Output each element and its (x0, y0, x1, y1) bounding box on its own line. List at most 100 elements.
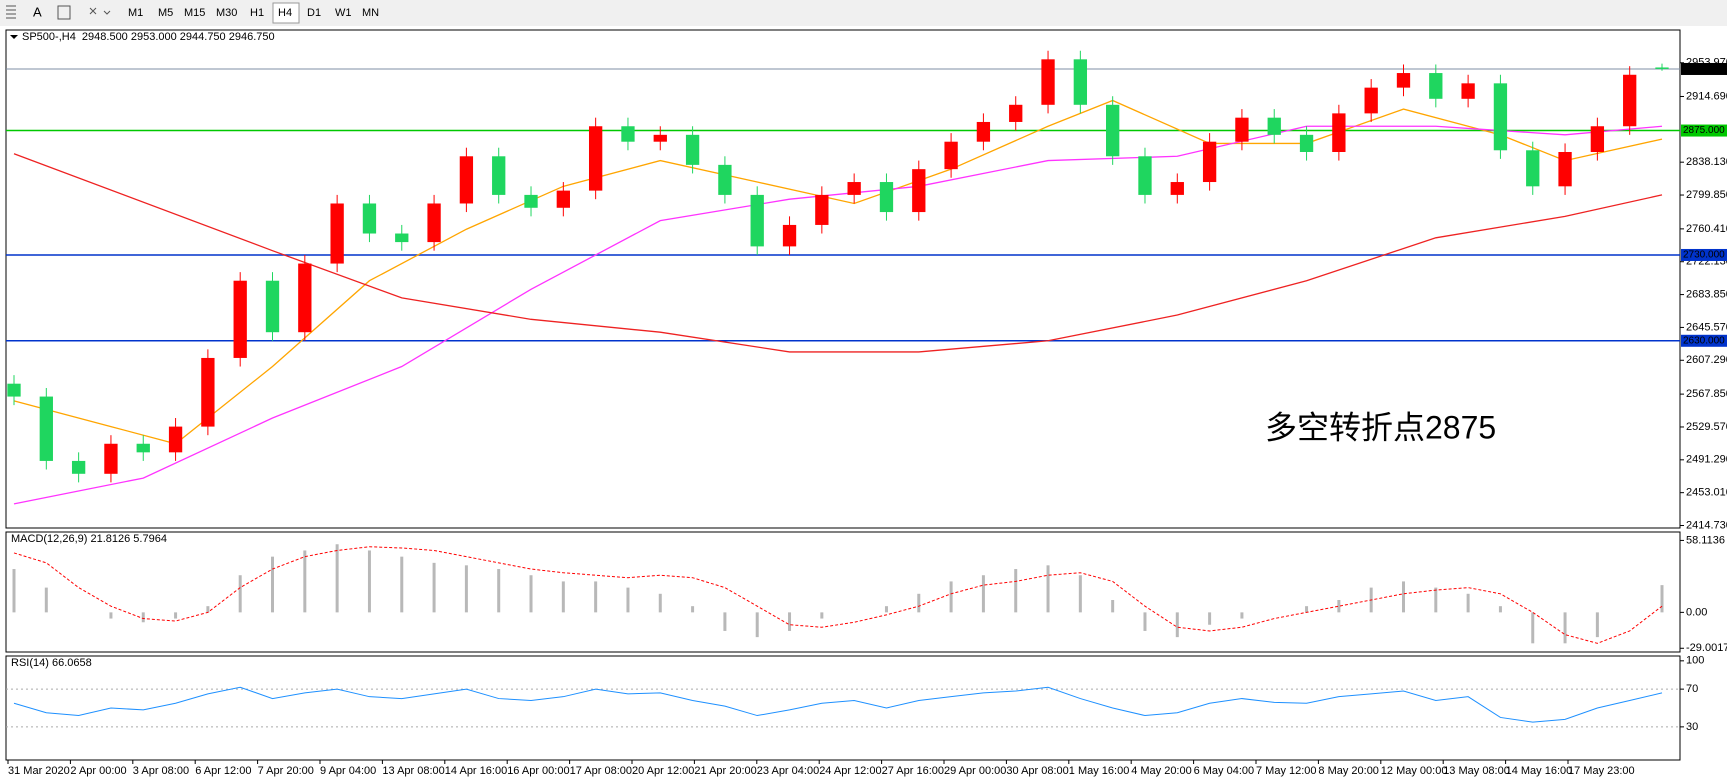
candle-body (298, 263, 312, 333)
candle-body (362, 203, 377, 234)
x-tick-label: 12 May 00:00 (1381, 765, 1448, 777)
candle-body (588, 126, 603, 191)
candle-body (718, 164, 732, 195)
candle-body (815, 194, 829, 225)
timeframe-button[interactable]: M5 (158, 7, 173, 19)
candle-body (71, 460, 86, 474)
x-tick-label: 6 Apr 12:00 (195, 765, 251, 777)
candle-body (1332, 113, 1346, 152)
timeframe-button[interactable]: MN (362, 7, 379, 19)
x-tick-label: 14 May 16:00 (1506, 765, 1573, 777)
main-panel (5, 29, 1681, 529)
candle-body (524, 194, 538, 208)
candle-body (1364, 87, 1378, 114)
candle-body (168, 426, 183, 453)
x-tick-label: 30 Apr 08:00 (1006, 765, 1068, 777)
icon-text: A (33, 4, 42, 19)
timeframe-button[interactable]: W1 (335, 7, 352, 19)
y-tick-label: 30 (1686, 721, 1698, 733)
macd-title: MACD(12,26,9) 21.8126 5.7964 (11, 533, 167, 545)
macd-signal (13, 546, 1663, 644)
candle-body (556, 190, 570, 208)
candle-body (1138, 156, 1152, 195)
y-tick-label: 2607.290 (1686, 354, 1727, 366)
candle-body (1299, 134, 1314, 152)
x-tick-label: 6 May 04:00 (1194, 765, 1255, 777)
candle-body (492, 156, 506, 195)
y-tick-label: 2799.850 (1686, 189, 1727, 201)
candle-body (1493, 83, 1508, 151)
x-tick-label: 2 Apr 00:00 (70, 765, 126, 777)
x-tick-label: 21 Apr 20:00 (694, 765, 756, 777)
y-tick-label: 58.1136 (1686, 534, 1725, 546)
x-tick-label: 20 Apr 12:00 (632, 765, 694, 777)
candle-body (1429, 73, 1443, 99)
x-tick-label: 14 Apr 16:00 (445, 765, 507, 777)
candle-body (1623, 74, 1637, 127)
x-tick-label: 31 Mar 2020 (8, 765, 70, 777)
candle-body (879, 182, 894, 213)
y-tick-label: 2683.850 (1686, 288, 1727, 300)
chart-title: SP500-,H4 2948.500 2953.000 2944.750 294… (22, 31, 275, 43)
timeframe-button[interactable]: M1 (128, 7, 143, 19)
timeframe-button[interactable]: M30 (216, 7, 237, 19)
level-label-box (1681, 248, 1727, 261)
timeframe-button[interactable]: D1 (307, 7, 321, 19)
candle-body (1655, 67, 1669, 69)
icon-label (57, 5, 71, 20)
x-tick-label: 17 May 23:00 (1568, 765, 1635, 777)
level-label-box (1681, 334, 1727, 347)
candle-body (912, 169, 926, 213)
candle-body (653, 134, 667, 142)
candle-body (685, 134, 700, 165)
level-label-box (1681, 124, 1727, 137)
x-tick-label: 4 May 20:00 (1131, 765, 1192, 777)
candle-body (976, 121, 991, 142)
candle-body (265, 280, 280, 333)
timeframe-button[interactable]: H1 (250, 7, 264, 19)
y-tick-label: 2567.850 (1686, 388, 1727, 400)
candle-body (750, 194, 764, 247)
candle-body (1526, 150, 1540, 187)
candle-body (1202, 141, 1217, 183)
x-tick-label: 16 Apr 00:00 (507, 765, 569, 777)
moving-average (13, 153, 1663, 353)
candle-body (1009, 104, 1023, 122)
candle-body (1590, 126, 1605, 152)
candle-body (1235, 117, 1249, 142)
rsi-title: RSI(14) 66.0658 (11, 657, 92, 669)
candle-body (1396, 73, 1411, 88)
candle-body (201, 357, 215, 427)
x-tick-label: 23 Apr 04:00 (757, 765, 819, 777)
candle-body (39, 396, 53, 461)
rsi-panel (5, 655, 1681, 761)
x-tick-label: 7 Apr 20:00 (258, 765, 314, 777)
timeframe-button[interactable]: M15 (184, 7, 205, 19)
level-label-box (1681, 62, 1727, 75)
candle-body (395, 233, 409, 243)
y-tick-label: 2529.570 (1686, 421, 1727, 433)
y-tick-label: 100 (1686, 655, 1704, 667)
macd-panel (5, 531, 1681, 653)
level-label: 2946.750 (1683, 64, 1725, 75)
timeframe-button[interactable]: H4 (278, 7, 292, 19)
candle-body (1073, 59, 1088, 105)
x-tick-label: 13 Apr 08:00 (382, 765, 444, 777)
rsi-line (13, 686, 1663, 723)
candle-body (847, 182, 861, 195)
candle-body (330, 203, 344, 264)
candle-body (136, 443, 150, 453)
annotation: 多空转折点2875 (1265, 409, 1496, 445)
candle-body (233, 280, 247, 358)
candle-body (1267, 117, 1281, 135)
y-tick-label: -29.0017 (1686, 642, 1727, 654)
y-tick-label: 0.00 (1686, 606, 1707, 618)
x-tick-label: 24 Apr 12:00 (819, 765, 881, 777)
level-label: 2630.000 (1683, 335, 1725, 346)
candle-body (1106, 104, 1120, 157)
x-tick-label: 29 Apr 00:00 (944, 765, 1006, 777)
icon-shapes (89, 7, 111, 15)
level-label: 2875.000 (1683, 125, 1725, 136)
x-tick-label: 13 May 08:00 (1443, 765, 1510, 777)
